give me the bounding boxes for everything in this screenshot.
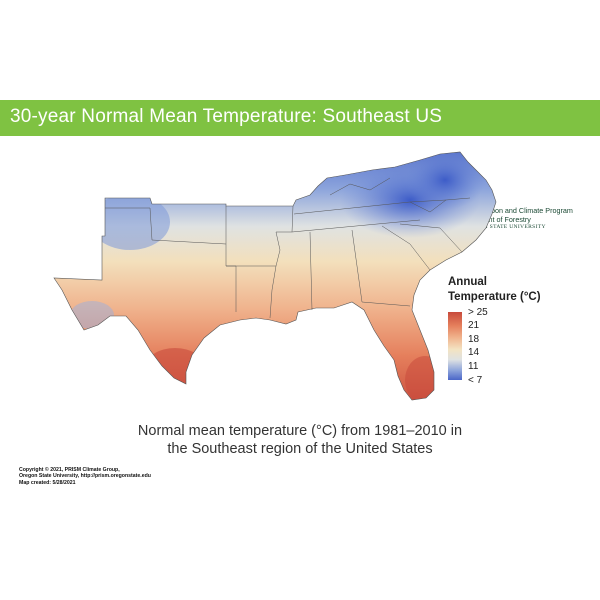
caption-line2: the Southeast region of the United State… xyxy=(167,441,433,457)
florida-georgia-border xyxy=(361,301,411,307)
mississippi-alabama-border xyxy=(309,231,313,311)
logo-university: MICHIGAN STATE UNIVERSITY xyxy=(457,224,546,230)
copyright-line1: Copyright © 2021, PRISM Climate Group, xyxy=(19,467,120,473)
legend-label-min: < 7 xyxy=(468,375,483,386)
oklahoma-texas-border xyxy=(105,207,227,245)
southeast-region-fill xyxy=(54,152,496,400)
copyright-line2: Oregon State University, http://prism.or… xyxy=(19,473,151,480)
alabama-georgia-border xyxy=(351,229,363,303)
legend-label-max: > 25 xyxy=(468,307,488,318)
copyright-line3: Map created: 5/28/2021 xyxy=(19,479,76,486)
west-virginia-virginia-border xyxy=(329,177,391,196)
tennessee-south-border xyxy=(291,219,421,233)
legend-title-line1: Annual xyxy=(448,276,487,288)
title-banner: 30-year Normal Mean Temperature: Southea… xyxy=(0,100,600,231)
georgia-south-carolina-border xyxy=(381,225,431,271)
mississippi-river-border xyxy=(269,231,281,319)
legend-title: Annual Temperature (°C) xyxy=(448,275,541,305)
logo-department: Department of Forestry xyxy=(457,215,531,224)
map-caption: Normal mean temperature (°C) from 1981–2… xyxy=(0,422,600,458)
legend-label-11: 11 xyxy=(468,361,479,372)
legend-label-18: 18 xyxy=(468,334,480,345)
virginia-north-carolina-border xyxy=(409,197,471,213)
state-borders xyxy=(105,177,471,319)
legend-title-line2: Temperature (°C) xyxy=(448,291,541,303)
copyright-notice: Copyright © 2021, PRISM Climate Group, O… xyxy=(19,467,151,486)
banner-title: 30-year Normal Mean Temperature: Southea… xyxy=(10,106,443,127)
temperature-map xyxy=(53,151,497,401)
north-carolina-south-carolina-border xyxy=(399,223,463,253)
region-outline xyxy=(53,151,497,401)
legend-label-21: 21 xyxy=(468,320,480,331)
legend-label-14: 14 xyxy=(468,347,480,358)
logo-program-name: Forest Carbon and Climate Program xyxy=(457,206,573,215)
legend-color-bar xyxy=(448,312,462,380)
caption-line1: Normal mean temperature (°C) from 1981–2… xyxy=(137,423,463,439)
